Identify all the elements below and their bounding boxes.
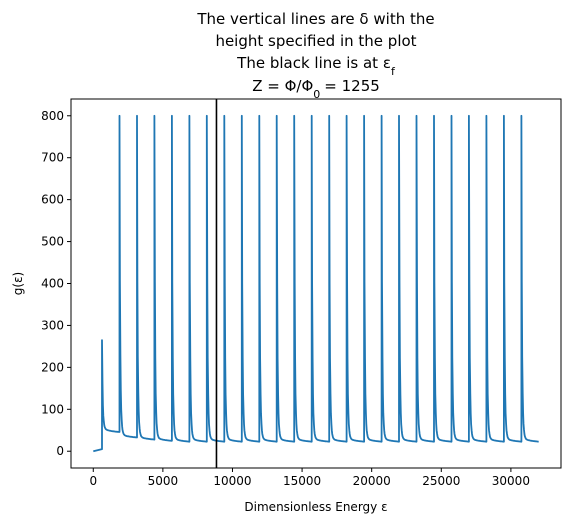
y-tick-label: 100 [41,402,64,416]
y-tick-label: 600 [41,193,64,207]
series-line [93,114,540,453]
title-line-3: The black line is at εf [236,54,396,78]
x-tick-label: 10000 [213,474,251,488]
y-axis-label: g(ε) [11,272,25,295]
x-tick-label: 20000 [353,474,391,488]
x-tick-label: 30000 [492,474,530,488]
y-tick-label: 800 [41,109,64,123]
x-tick-label: 25000 [422,474,460,488]
x-axis-label: Dimensionless Energy ε [244,500,387,514]
y-tick-label: 700 [41,151,64,165]
chart-title: The vertical lines are δ with the height … [196,10,434,101]
y-tick-label: 500 [41,235,64,249]
x-tick-label: 15000 [283,474,321,488]
title-line-2: height specified in the plot [215,32,416,50]
y-tick-label: 300 [41,318,64,332]
title-line-4: Z = Φ/Φ0 = 1255 [252,77,380,101]
y-tick-label: 0 [56,444,64,458]
series-layer [93,99,540,468]
x-tick-label: 5000 [148,474,179,488]
axis-ticks: 0 5000 10000 15000 20000 25000 30000 0 100 200 300… [41,109,530,488]
y-tick-label: 200 [41,360,64,374]
title-line-1: The vertical lines are δ with the [196,10,434,28]
x-tick-label: 0 [89,474,97,488]
y-tick-label: 400 [41,277,64,291]
